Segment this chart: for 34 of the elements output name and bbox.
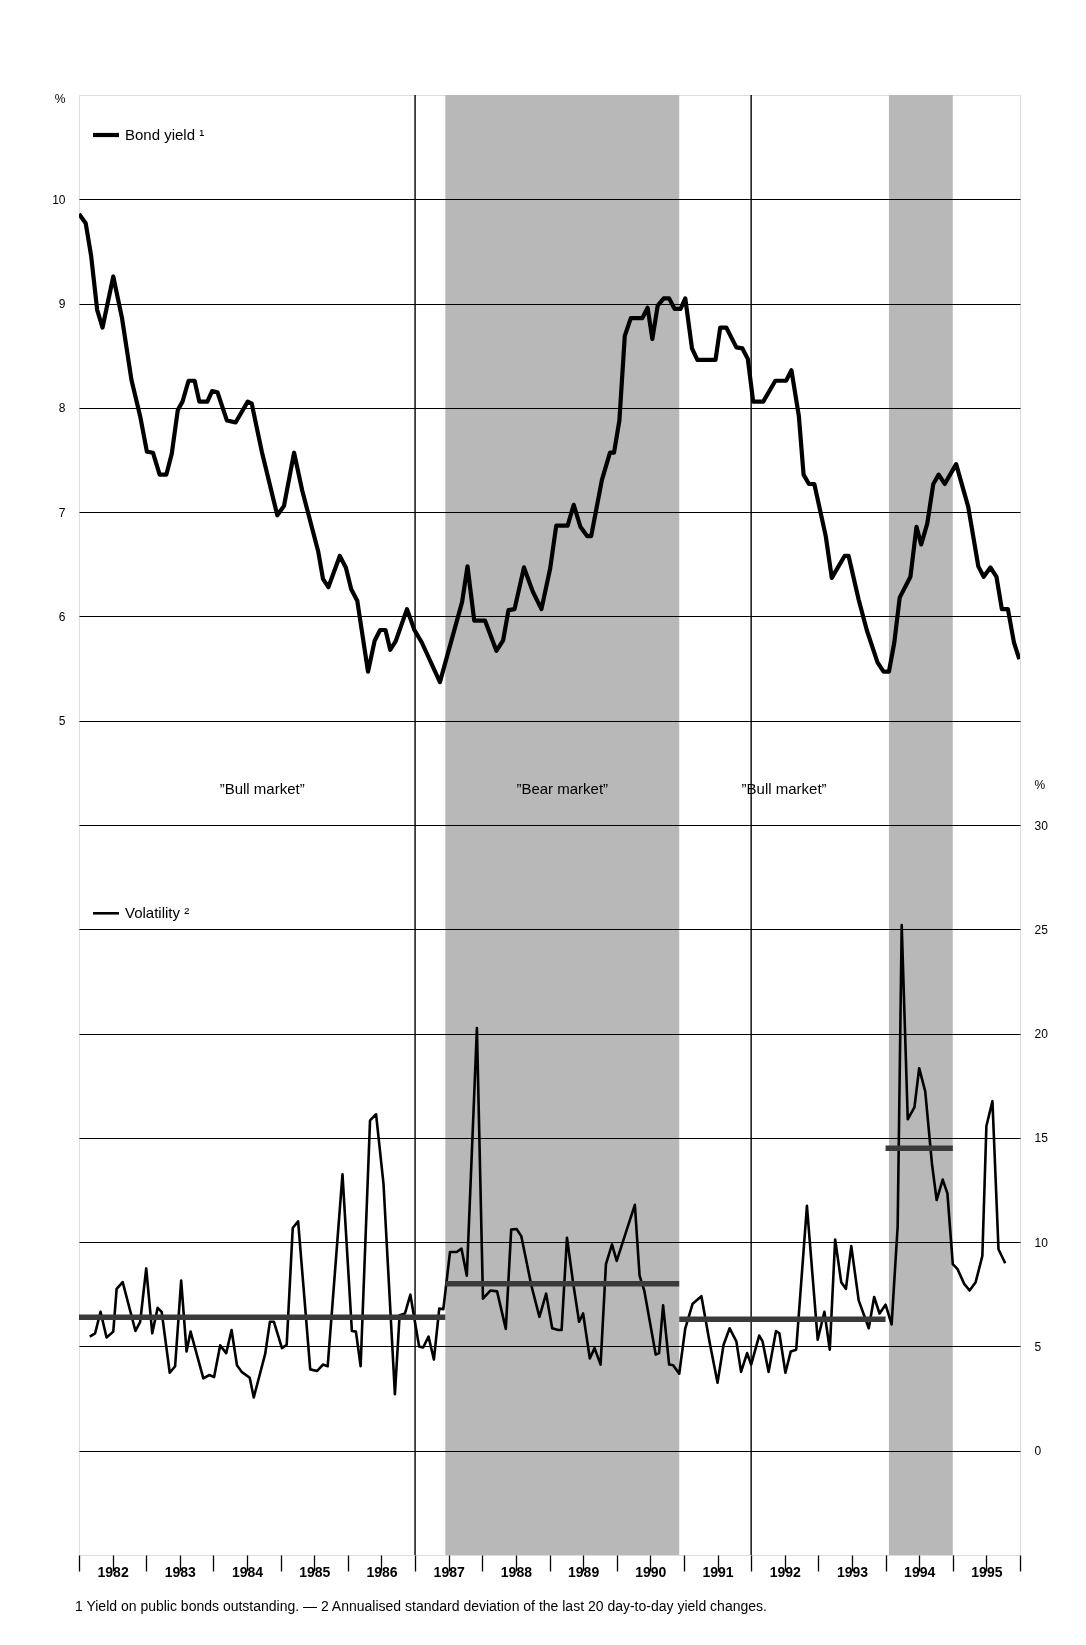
legend-label: Volatility ² [125,904,190,922]
x-tick-label: 1991 [702,1563,734,1580]
legend-label: Bond yield ¹ [125,126,205,143]
y2-tick-label: 0 [1034,1444,1042,1459]
x-tick-label: 1985 [299,1563,331,1580]
y2-tick-label: 5 [1034,1339,1042,1354]
x-tick-label: 1993 [836,1563,869,1580]
y2-tick-label: 15 [1034,1131,1049,1146]
x-tick-label: 1992 [769,1563,802,1580]
y2-tick-label: 25 [1034,922,1049,937]
y2-axis-title: % [1034,777,1046,792]
x-tick-label: 1984 [231,1563,264,1580]
y-tick-label: 10 [52,192,66,207]
x-tick-label: 1986 [366,1563,398,1580]
annotation: ”Bear market” [516,779,609,797]
x-tick-label: 1995 [971,1563,1003,1580]
y2-tick-label: 30 [1034,818,1049,833]
y-tick-label: 6 [58,609,66,624]
text: 1 Yield on public bonds outstanding. — 2 Annualised standard deviation of the last 20 day-to-day yield changes. [75,1598,767,1614]
x-tick-label: 1983 [164,1563,197,1580]
y2-tick-label: 10 [1034,1235,1049,1250]
y-tick-label: 9 [58,297,66,312]
y-tick-label: 7 [58,505,66,520]
x-tick-label: 1987 [433,1563,465,1580]
y-tick-label: 5 [58,714,66,729]
x-tick-label: 1982 [97,1563,129,1580]
x-tick-label: 1990 [635,1563,667,1580]
x-tick-label: 1989 [568,1563,600,1580]
y-tick-label: 8 [58,401,66,416]
annotation: ”Bull market” [219,779,305,797]
x-tick-label: 1994 [904,1563,936,1580]
y-axis-title: % [54,91,66,106]
y2-tick-label: 20 [1034,1027,1049,1042]
x-tick-label: 1988 [500,1563,533,1580]
